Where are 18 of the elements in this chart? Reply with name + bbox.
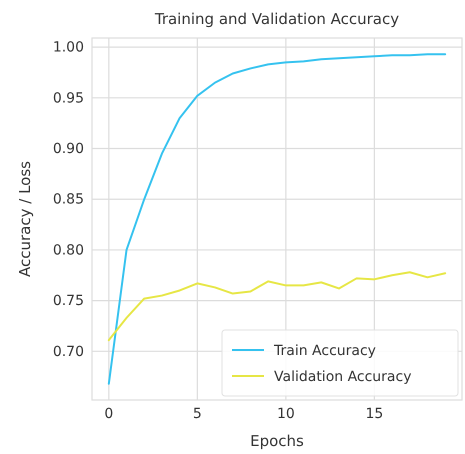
y-tick-label: 0.75 (52, 293, 84, 310)
x-tick-label: 15 (365, 406, 384, 422)
x-tick-label: 10 (276, 406, 295, 422)
y-axis-title: Accuracy / Loss (16, 160, 34, 277)
legend-label: Validation Accuracy (274, 369, 412, 385)
y-tick-label: 0.90 (52, 141, 84, 158)
y-tick-label: 1.00 (52, 40, 84, 56)
legend-label: Train Accuracy (273, 343, 376, 359)
y-tick-label: 0.70 (52, 344, 84, 360)
x-tick-label: 0 (104, 406, 114, 422)
y-tick-label: 0.80 (52, 242, 84, 258)
line-series (108, 53, 446, 385)
line-series (108, 271, 446, 342)
x-axis-title: Epochs (250, 432, 304, 450)
y-tick-label: 0.95 (52, 90, 84, 106)
y-tick-label: 0.85 (52, 192, 84, 208)
chart-title: Training and Validation Accuracy (154, 10, 400, 28)
x-tick-label: 5 (192, 406, 202, 422)
